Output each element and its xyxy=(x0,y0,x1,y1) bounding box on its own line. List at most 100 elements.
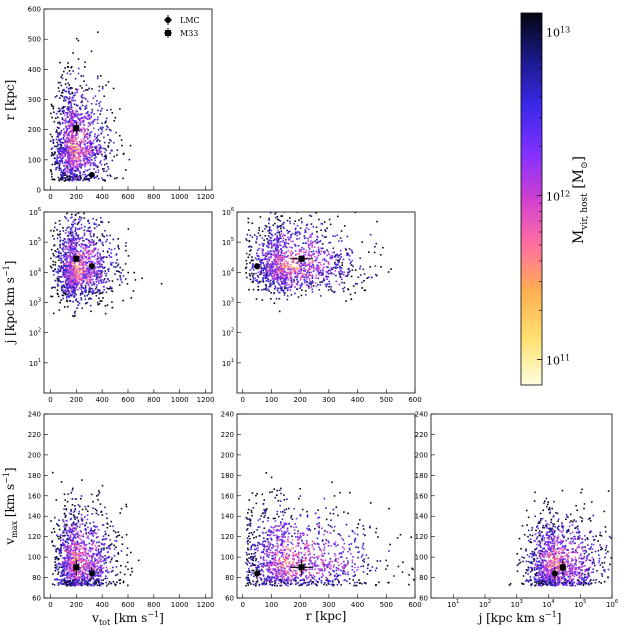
data-point xyxy=(106,280,108,283)
data-point xyxy=(259,273,261,276)
data-point xyxy=(265,285,267,288)
data-point xyxy=(304,251,306,254)
data-point xyxy=(279,275,282,277)
data-point xyxy=(103,155,106,158)
data-point xyxy=(337,215,339,218)
data-point xyxy=(375,274,378,277)
data-point xyxy=(272,254,275,256)
data-point xyxy=(62,151,65,153)
data-point xyxy=(267,266,269,268)
data-point xyxy=(67,132,70,134)
data-point xyxy=(83,243,86,246)
data-point xyxy=(111,287,113,289)
data-point xyxy=(71,163,74,165)
data-point xyxy=(54,261,57,264)
data-point xyxy=(70,157,72,160)
data-point xyxy=(80,243,83,245)
data-point xyxy=(301,275,304,277)
data-point xyxy=(109,548,111,550)
data-point xyxy=(73,288,75,290)
lmc-marker xyxy=(88,263,95,270)
data-point xyxy=(64,505,66,507)
data-point xyxy=(281,277,284,280)
data-point xyxy=(308,278,311,280)
data-point xyxy=(97,514,100,516)
data-point xyxy=(106,256,108,259)
data-point xyxy=(117,244,119,247)
data-point xyxy=(84,134,87,136)
data-point xyxy=(65,269,68,271)
data-point xyxy=(85,98,87,100)
data-point xyxy=(266,271,269,274)
data-point xyxy=(263,254,265,256)
data-point xyxy=(84,295,86,297)
data-point xyxy=(72,273,75,276)
data-point xyxy=(110,256,113,258)
data-point xyxy=(285,251,288,253)
data-point xyxy=(58,127,60,129)
data-point xyxy=(72,135,75,137)
data-point xyxy=(278,298,281,300)
data-point xyxy=(276,276,278,279)
data-point xyxy=(89,270,92,273)
data-point xyxy=(347,273,349,276)
data-point xyxy=(339,270,341,273)
data-point xyxy=(88,250,91,253)
data-point xyxy=(259,271,262,273)
data-point xyxy=(261,237,264,239)
data-point xyxy=(99,240,102,242)
data-point xyxy=(66,530,68,532)
data-point xyxy=(274,233,277,235)
data-point xyxy=(70,151,72,154)
data-point xyxy=(94,147,97,150)
data-point xyxy=(68,287,70,290)
data-point xyxy=(60,145,63,147)
data-point xyxy=(51,105,53,107)
data-point xyxy=(89,233,92,235)
data-point xyxy=(75,159,77,162)
data-point xyxy=(349,262,352,265)
data-point xyxy=(375,242,378,245)
data-point xyxy=(64,100,67,102)
data-point xyxy=(69,295,71,297)
data-point xyxy=(68,106,71,109)
data-point xyxy=(57,268,59,270)
data-point xyxy=(82,158,85,160)
data-point xyxy=(323,278,325,281)
data-point xyxy=(260,268,263,271)
data-point xyxy=(277,279,279,282)
data-point xyxy=(88,153,90,155)
data-point xyxy=(61,243,64,245)
data-point xyxy=(73,546,76,548)
data-point xyxy=(256,252,258,255)
data-point xyxy=(64,279,67,281)
data-point xyxy=(75,299,77,301)
data-point xyxy=(117,551,119,554)
data-point xyxy=(286,229,288,232)
data-point xyxy=(84,117,87,119)
data-point xyxy=(287,250,290,252)
data-point xyxy=(76,238,78,240)
data-point xyxy=(306,271,308,274)
data-point xyxy=(127,271,129,274)
data-point xyxy=(314,255,316,258)
data-point xyxy=(101,87,104,90)
y-tick-label: 101 xyxy=(222,358,234,368)
data-point xyxy=(75,162,78,165)
data-point xyxy=(75,175,78,178)
data-point xyxy=(65,86,68,89)
data-point xyxy=(107,545,110,547)
data-point xyxy=(66,248,69,250)
data-point xyxy=(69,550,72,552)
x-tick-label: 1000 xyxy=(171,193,189,201)
data-point xyxy=(119,275,121,277)
data-point xyxy=(93,255,96,257)
data-point xyxy=(101,270,104,272)
data-point xyxy=(275,255,277,257)
data-point xyxy=(90,146,93,148)
data-point xyxy=(70,558,73,560)
data-point xyxy=(289,251,292,254)
data-point xyxy=(66,254,69,257)
data-point xyxy=(276,237,279,240)
data-point xyxy=(97,134,100,136)
